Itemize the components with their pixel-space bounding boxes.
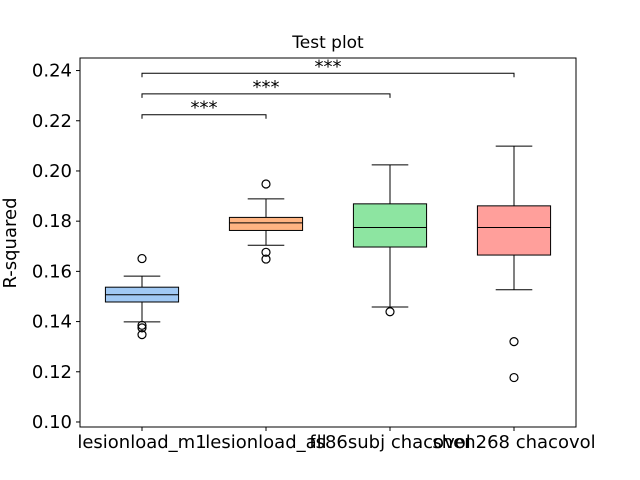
outlier-point xyxy=(261,247,271,257)
significance-bracket xyxy=(141,93,391,98)
y-tick-label: 0.24 xyxy=(32,61,72,82)
outlier-point xyxy=(137,323,147,333)
outlier-point xyxy=(137,320,147,330)
significance-label: *** xyxy=(315,56,342,77)
box xyxy=(352,203,428,248)
significance-bracket xyxy=(141,114,267,119)
y-tick-label: 0.14 xyxy=(32,312,72,333)
x-tick-label: shen268 chacovol xyxy=(432,432,595,453)
outlier-point xyxy=(261,179,271,189)
significance-label: *** xyxy=(253,77,280,98)
significance-bracket xyxy=(141,72,515,78)
box xyxy=(476,205,552,256)
x-tick-label: lesionload_all xyxy=(205,432,326,453)
chart-title: Test plot xyxy=(291,33,364,53)
y-tick-label: 0.20 xyxy=(32,161,72,182)
outlier-point xyxy=(509,337,519,347)
x-tick-label: lesionload_m1 xyxy=(77,432,206,453)
axes-frame xyxy=(79,57,577,428)
y-axis-label: R-squared xyxy=(0,197,21,288)
y-tick-label: 0.22 xyxy=(32,111,72,132)
y-tick-label: 0.16 xyxy=(32,261,72,282)
box xyxy=(228,216,304,231)
plot-area: 0.10 0.12 0.14 0.16 0.18 0.20 0.22 0.24 lesionlo… xyxy=(32,56,596,453)
outlier-point xyxy=(385,307,395,317)
significance-label: *** xyxy=(191,98,218,119)
x-tick-label: fs86subj chacovol xyxy=(309,432,470,453)
outlier-point xyxy=(509,372,519,383)
y-tick-label: 0.18 xyxy=(32,211,72,232)
outlier-point xyxy=(261,254,271,264)
y-tick-label: 0.10 xyxy=(32,412,72,433)
outlier-point xyxy=(137,330,147,340)
y-tick-label: 0.12 xyxy=(32,362,72,383)
outlier-point xyxy=(137,253,147,264)
